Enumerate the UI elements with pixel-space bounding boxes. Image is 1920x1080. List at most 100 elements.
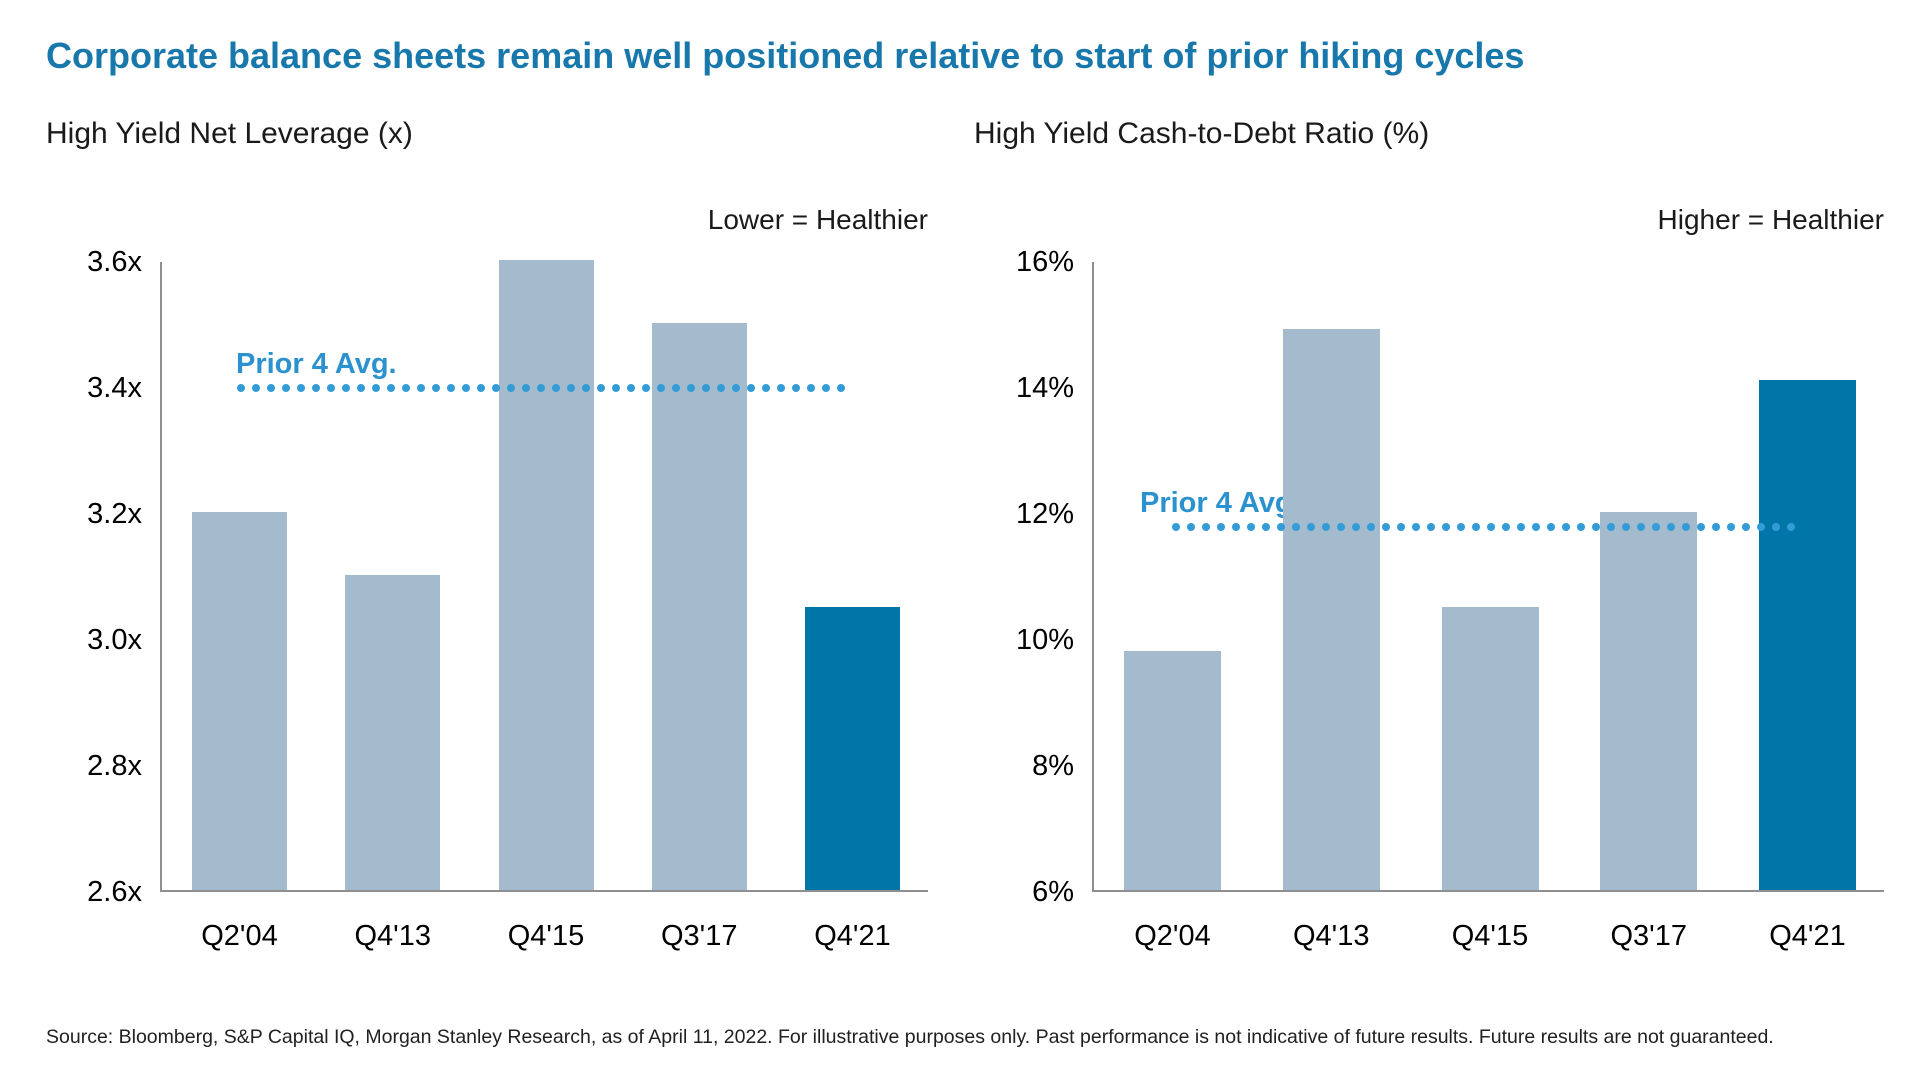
dot: [1322, 522, 1330, 531]
y-axis-tick-label: 8%: [1032, 750, 1074, 782]
x-axis-label: Q4'15: [1451, 920, 1529, 952]
dot: [1637, 522, 1645, 531]
dot: [657, 384, 665, 392]
y-axis-tick-label: 3.0x: [87, 624, 142, 656]
dot: [822, 384, 830, 392]
slide-title: Corporate balance sheets remain well pos…: [46, 35, 1525, 76]
dot: [1757, 522, 1765, 531]
dot: [747, 384, 755, 392]
x-axis-label: Q4'21: [1769, 920, 1846, 952]
dot: [1727, 522, 1735, 531]
dot: [1457, 522, 1465, 531]
dot: [1247, 522, 1255, 531]
y-axis-tick-label: 3.6x: [87, 246, 142, 278]
prior-4-avg-dotted-line: [1172, 522, 1802, 531]
dot: [387, 384, 395, 392]
dot: [417, 384, 425, 392]
dot: [1292, 522, 1300, 531]
y-axis-tick-label: 6%: [1032, 876, 1074, 908]
source-disclaimer: Source: Bloomberg, S&P Capital IQ, Morga…: [46, 1026, 1774, 1048]
dot: [777, 384, 785, 392]
dot: [1502, 522, 1510, 531]
chart-title-net-leverage: High Yield Net Leverage (x): [46, 117, 413, 150]
dot: [1712, 522, 1720, 531]
dot: [582, 384, 590, 392]
dot: [267, 384, 275, 392]
dot: [1337, 522, 1345, 531]
dot: [1232, 522, 1240, 531]
dot: [1622, 522, 1630, 531]
annotation-lower-healthier: Lower = Healthier: [707, 204, 928, 235]
plot-net-leverage: [160, 260, 928, 892]
y-axis-tick-label: 12%: [1015, 498, 1074, 530]
bar-Q4'21: [1759, 379, 1856, 890]
prior-4-avg-label: Prior 4 Avg.: [236, 348, 397, 380]
bar-Q4'21: [805, 606, 900, 890]
dot: [1532, 522, 1540, 531]
dot: [792, 384, 800, 392]
dot: [1592, 522, 1600, 531]
dot: [477, 384, 485, 392]
dot: [1667, 522, 1675, 531]
dot: [837, 384, 845, 392]
dot: [1682, 522, 1690, 531]
dot: [1772, 522, 1780, 531]
bar-Q4'15: [498, 260, 594, 890]
dot: [1367, 522, 1375, 531]
dot: [1187, 522, 1195, 531]
x-axis-label: Q4'13: [354, 920, 431, 952]
dot: [612, 384, 620, 392]
bar-Q3'17: [651, 323, 747, 890]
bar-Q2'04: [192, 512, 287, 890]
dot: [1487, 522, 1495, 531]
dot: [462, 384, 470, 392]
dot: [1607, 522, 1615, 531]
x-axis-label: Q2'04: [201, 920, 278, 952]
dot: [1217, 522, 1225, 531]
y-axis-tick-label: 10%: [1015, 624, 1074, 656]
dot: [327, 384, 335, 392]
dot: [1262, 522, 1270, 531]
dot: [282, 384, 290, 392]
dot: [1397, 522, 1405, 531]
dot: [1202, 522, 1210, 531]
dot: [567, 384, 575, 392]
dot: [537, 384, 545, 392]
y-axis-tick-label: 2.8x: [87, 750, 142, 782]
dot: [1412, 522, 1420, 531]
bar-Q4'13: [345, 575, 441, 890]
plot-cash-to-debt: [1092, 262, 1884, 892]
dot: [1547, 522, 1555, 531]
dot: [702, 384, 710, 392]
dot: [1742, 522, 1750, 531]
dot: [1382, 522, 1390, 531]
bar-Q3'17: [1600, 512, 1698, 890]
dot: [1472, 522, 1480, 531]
dot: [372, 384, 380, 392]
dot: [672, 384, 680, 392]
dot: [687, 384, 695, 392]
dot: [732, 384, 740, 392]
chart-title-cash-to-debt: High Yield Cash-to-Debt Ratio (%): [974, 117, 1430, 150]
dot: [717, 384, 725, 392]
dot: [1652, 522, 1660, 531]
dot: [1352, 522, 1360, 531]
dot: [552, 384, 560, 392]
x-axis-label: Q3'17: [661, 920, 738, 952]
dot: [1517, 522, 1525, 531]
dot: [402, 384, 410, 392]
y-axis-tick-label: 3.4x: [87, 372, 142, 404]
dot: [597, 384, 605, 392]
dot: [447, 384, 455, 392]
y-axis-tick-label: 16%: [1015, 246, 1074, 278]
dot: [312, 384, 320, 392]
dot: [432, 384, 440, 392]
dot: [357, 384, 365, 392]
x-axis-label: Q4'13: [1293, 920, 1370, 952]
dot: [627, 384, 635, 392]
dot: [492, 384, 500, 392]
dot: [1307, 522, 1315, 531]
dot: [1787, 522, 1795, 531]
bar-Q2'04: [1124, 650, 1221, 890]
